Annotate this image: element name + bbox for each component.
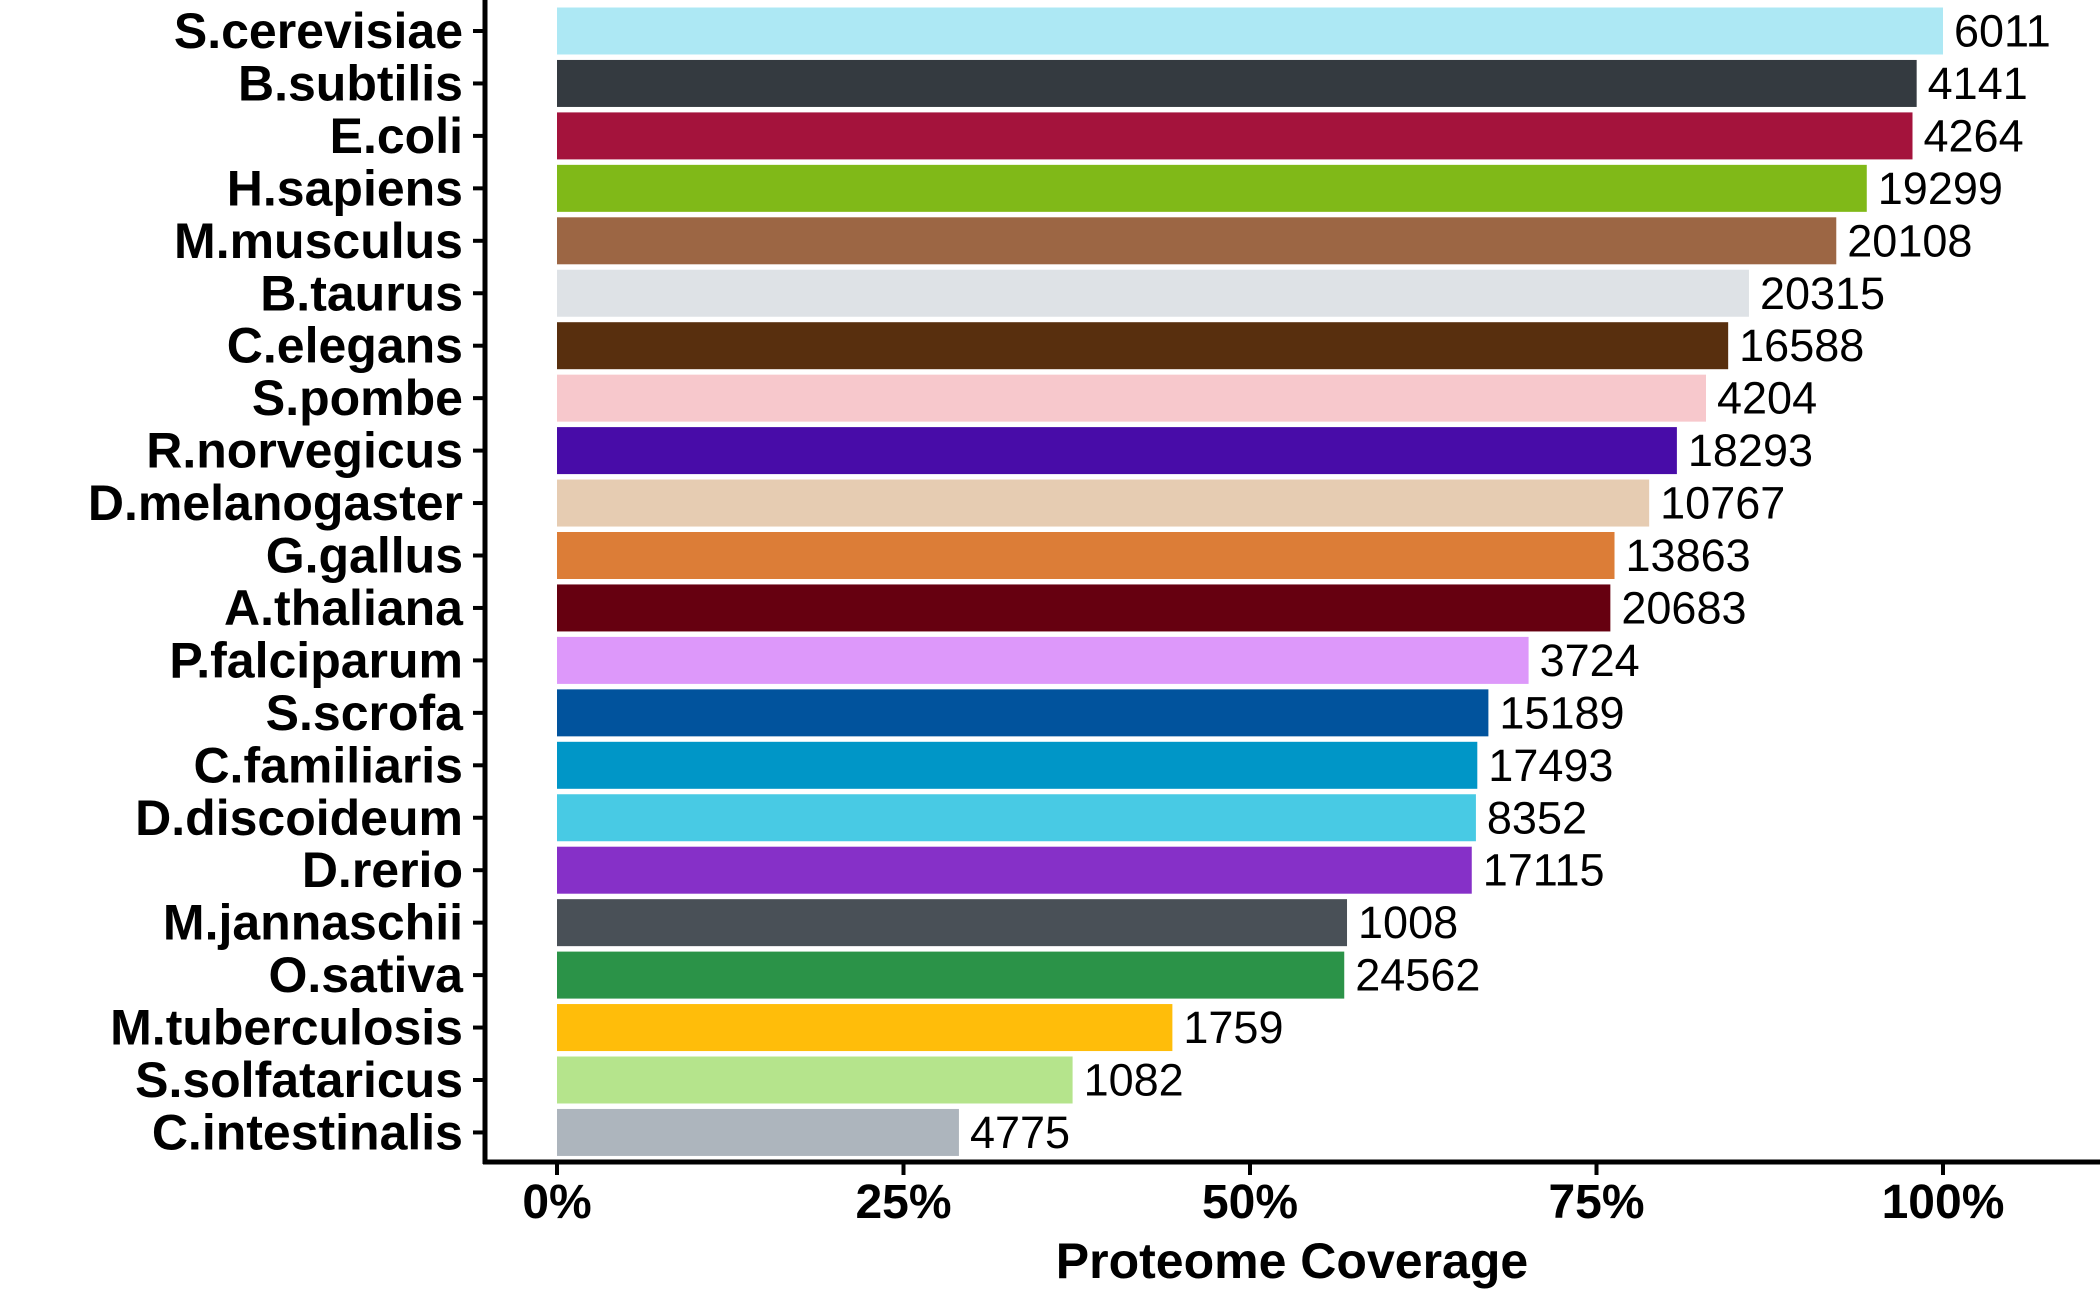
bar-s-pombe	[557, 374, 1706, 422]
value-label-c-elegans: 16588	[1739, 320, 1864, 371]
value-label-s-scrofa: 15189	[1499, 687, 1624, 738]
value-label-s-pombe: 4204	[1717, 373, 1817, 424]
value-label-g-gallus: 13863	[1626, 530, 1751, 581]
category-label-a-thaliana: A.thaliana	[224, 580, 464, 636]
value-labels-group: 6011414142641929920108203151658842041829…	[970, 6, 2051, 1158]
value-label-b-taurus: 20315	[1760, 268, 1885, 319]
value-label-s-solfataricus: 1082	[1084, 1055, 1184, 1106]
value-label-d-rerio: 17115	[1483, 845, 1605, 896]
x-tick-label-4: 100%	[1882, 1176, 2005, 1229]
x-tick-label-0: 0%	[522, 1176, 591, 1229]
bar-h-sapiens	[557, 164, 1867, 212]
bar-c-familiaris	[557, 741, 1478, 789]
category-label-m-tuberculosis: M.tuberculosis	[110, 1000, 463, 1056]
category-label-s-solfataricus: S.solfataricus	[135, 1052, 463, 1108]
category-label-s-pombe: S.pombe	[252, 370, 463, 426]
category-label-b-subtilis: B.subtilis	[238, 55, 463, 111]
bar-m-tuberculosis	[557, 1004, 1173, 1052]
x-tick-label-2: 50%	[1202, 1176, 1298, 1229]
bar-b-subtilis	[557, 59, 1917, 107]
bar-r-norvegicus	[557, 427, 1677, 475]
bar-o-sativa	[557, 951, 1345, 999]
bar-b-taurus	[557, 269, 1749, 317]
value-label-s-cerevisiae: 6011	[1954, 6, 2051, 57]
value-label-h-sapiens: 19299	[1878, 163, 2003, 214]
bar-g-gallus	[557, 532, 1615, 579]
category-label-c-familiaris: C.familiaris	[193, 737, 463, 793]
value-label-m-musculus: 20108	[1847, 215, 1972, 266]
value-label-d-discoideum: 8352	[1487, 792, 1587, 843]
bar-c-elegans	[557, 322, 1729, 370]
value-label-d-melanogaster: 10767	[1660, 478, 1785, 529]
value-label-a-thaliana: 20683	[1621, 582, 1746, 633]
category-labels-group: S.cerevisiaeB.subtilisE.coliH.sapiensM.m…	[88, 3, 464, 1160]
value-label-e-coli: 4264	[1924, 110, 2024, 161]
bar-p-falciparum	[557, 636, 1529, 684]
value-label-o-sativa: 24562	[1355, 950, 1480, 1001]
category-label-b-taurus: B.taurus	[260, 265, 463, 321]
category-label-m-jannaschii: M.jannaschii	[163, 895, 463, 951]
x-axis-title: Proteome Coverage	[1056, 1233, 1528, 1289]
bar-e-coli	[557, 112, 1913, 160]
category-label-e-coli: E.coli	[330, 108, 463, 164]
bar-d-rerio	[557, 846, 1472, 894]
value-label-b-subtilis: 4141	[1928, 58, 2028, 109]
category-label-p-falciparum: P.falciparum	[169, 632, 463, 688]
category-label-m-musculus: M.musculus	[174, 213, 463, 269]
bars-group	[557, 7, 1943, 1156]
category-label-g-gallus: G.gallus	[266, 528, 463, 584]
category-label-d-discoideum: D.discoideum	[135, 790, 463, 846]
category-label-d-melanogaster: D.melanogaster	[88, 475, 463, 531]
value-label-r-norvegicus: 18293	[1688, 425, 1813, 476]
category-label-r-norvegicus: R.norvegicus	[146, 423, 463, 479]
bar-s-scrofa	[557, 689, 1489, 737]
x-tick-label-3: 75%	[1548, 1176, 1644, 1229]
category-label-d-rerio: D.rerio	[302, 842, 463, 898]
y-ticks-group	[473, 29, 485, 1135]
category-label-o-sativa: O.sativa	[268, 947, 464, 1003]
category-label-s-cerevisiae: S.cerevisiae	[174, 3, 463, 59]
value-label-m-tuberculosis: 1759	[1183, 1002, 1283, 1053]
category-label-c-elegans: C.elegans	[227, 318, 463, 374]
bar-d-discoideum	[557, 794, 1476, 842]
value-label-m-jannaschii: 1008	[1358, 897, 1458, 948]
bar-s-solfataricus	[557, 1056, 1073, 1104]
value-label-p-falciparum: 3724	[1540, 635, 1640, 686]
bar-m-jannaschii	[557, 899, 1348, 947]
value-label-c-familiaris: 17493	[1488, 740, 1613, 791]
x-ticks-group: 0% 25% 50% 75% 100%	[522, 1162, 2004, 1229]
bar-a-thaliana	[557, 584, 1611, 632]
bar-c-intestinalis	[557, 1108, 959, 1156]
category-label-c-intestinalis: C.intestinalis	[152, 1104, 463, 1160]
bar-d-melanogaster	[557, 479, 1650, 527]
category-label-h-sapiens: H.sapiens	[227, 160, 463, 216]
x-tick-label-1: 25%	[855, 1176, 951, 1229]
bar-s-cerevisiae	[557, 7, 1943, 55]
value-label-c-intestinalis: 4775	[970, 1107, 1070, 1158]
bar-m-musculus	[557, 217, 1837, 265]
category-label-s-scrofa: S.scrofa	[266, 685, 465, 741]
